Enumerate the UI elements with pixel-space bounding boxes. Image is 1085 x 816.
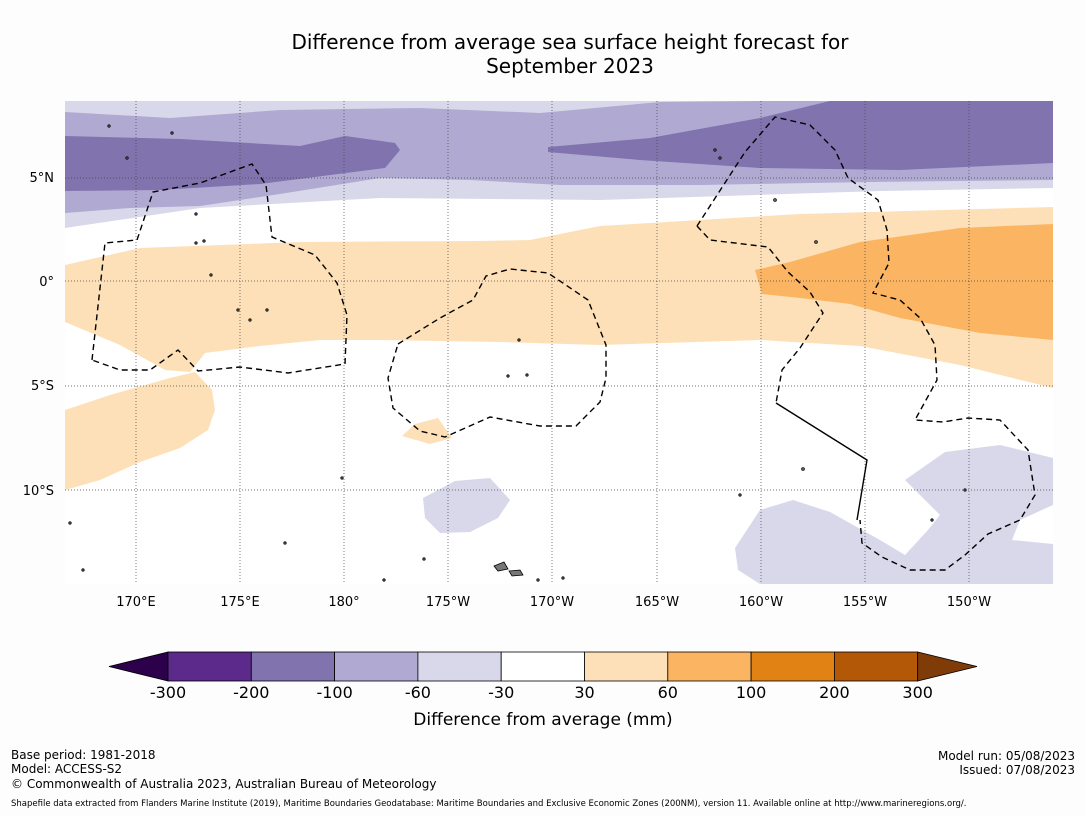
model-run: Model run: 05/08/2023 — [937, 749, 1075, 763]
island-dot — [236, 308, 240, 312]
colorbar-tick-label: 100 — [736, 683, 767, 702]
island-dot — [194, 241, 198, 245]
colorbar: -300 -200 -100 -60 -30 30 60 100 200 300 — [108, 651, 978, 702]
colorbar-tick-label: -30 — [488, 683, 514, 702]
lat-label-0: 0° — [39, 275, 54, 290]
patch-pos-weak-southwest — [65, 372, 215, 490]
island-dot — [525, 373, 529, 377]
issued-date: Issued: 07/08/2023 — [959, 763, 1075, 777]
chart-title: Difference from average sea surface heig… — [0, 30, 1085, 78]
island-dot — [773, 198, 777, 202]
island-dot — [536, 578, 540, 582]
island-dot — [801, 467, 805, 471]
colorbar-tick-label: -60 — [405, 683, 431, 702]
longitude-labels: 170°E 175°E 180° 175°W 170°W 165°W 160°W… — [116, 595, 991, 610]
island-dot — [517, 338, 521, 342]
island-dot — [930, 518, 934, 522]
island-dot — [202, 239, 206, 243]
meta-right: Model run: 05/08/2023 Issued: 07/08/2023 — [938, 749, 1075, 777]
island-dot — [170, 131, 174, 135]
island-savaii — [508, 569, 524, 577]
lon-label-150w: 150°W — [947, 595, 991, 610]
island-dot — [382, 578, 386, 582]
graticule — [65, 101, 1053, 584]
band-neg-strong-north — [65, 136, 400, 191]
latitude-labels: 5°N 0° 5°S 10°S — [23, 171, 54, 499]
chart-title-line2: September 2023 — [486, 54, 654, 78]
eez-boundary-east-inner — [696, 225, 824, 404]
lon-label-170e: 170°E — [116, 595, 156, 610]
colorbar-title: Difference from average (mm) — [413, 710, 672, 730]
base-period: Base period: 1981-2018 — [11, 748, 156, 762]
lon-label-160w: 160°W — [739, 595, 783, 610]
lon-label-175e: 175°E — [220, 595, 260, 610]
lon-label-170w: 170°W — [530, 595, 574, 610]
colorbar-segment — [584, 651, 669, 682]
lon-label-155w: 155°W — [843, 595, 887, 610]
island-dot — [718, 156, 722, 160]
eez-boundary-east — [696, 116, 1036, 571]
lat-label-5n: 5°N — [30, 171, 55, 186]
lon-label-180: 180° — [328, 595, 359, 610]
eez-boundary-west — [91, 163, 348, 374]
island-dot — [265, 308, 269, 312]
colorbar-tick-label: 30 — [574, 683, 594, 702]
island-dot — [107, 124, 111, 128]
colorbar-segment — [250, 651, 336, 682]
island-dot — [283, 541, 287, 545]
eez-boundaries — [91, 116, 1036, 571]
colorbar-segment — [750, 651, 835, 682]
meta-left: Base period: 1981-2018 Model: ACCESS-S2 — [11, 748, 156, 776]
model-name: Model: ACCESS-S2 — [11, 762, 123, 776]
island-dot — [738, 493, 742, 497]
lon-label-175w: 175°W — [426, 595, 470, 610]
island-dot — [68, 521, 72, 525]
copyright: © Commonwealth of Australia 2023, Austra… — [11, 777, 437, 791]
band-pos-mid-east — [755, 224, 1053, 340]
colorbar-segment — [667, 651, 752, 682]
islands — [68, 124, 967, 582]
colorbar-segment — [417, 651, 502, 682]
lat-label-5s: 5°S — [31, 379, 54, 394]
colorbar-tick-label: 300 — [902, 683, 933, 702]
eez-boundary-center — [387, 268, 607, 438]
maritime-boundary-solid — [775, 402, 868, 521]
island-dot — [814, 240, 818, 244]
colorbar-extend-high — [917, 651, 978, 682]
island-dot — [81, 568, 85, 572]
island-dot — [248, 318, 252, 322]
colorbar-segment — [500, 651, 585, 682]
colorbar-extend-low — [108, 651, 169, 682]
colorbar-tick-label: -300 — [150, 683, 186, 702]
island-dot — [561, 576, 565, 580]
colorbar-tick-label: 200 — [819, 683, 850, 702]
island-dot — [340, 476, 344, 480]
island-dot — [209, 273, 213, 277]
island-dot — [713, 148, 717, 152]
island-dot — [422, 557, 426, 561]
shapefile-credit: Shapefile data extracted from Flanders M… — [11, 799, 967, 809]
island-upolu — [493, 561, 509, 572]
island-dot — [963, 488, 967, 492]
island-dot — [194, 212, 198, 216]
patch-neg-weak-south-center — [423, 478, 510, 533]
anomaly-fields — [65, 101, 1053, 584]
chart-title-line1: Difference from average sea surface heig… — [291, 30, 849, 54]
colorbar-segment — [834, 651, 919, 682]
colorbar-tick-label: -200 — [233, 683, 269, 702]
colorbar-tick-label: -100 — [316, 683, 352, 702]
lon-label-165w: 165°W — [635, 595, 679, 610]
patch-neg-weak-southeast — [735, 445, 1053, 584]
colorbar-tick-label: 60 — [658, 683, 678, 702]
band-neg-strong-northeast — [548, 101, 1053, 170]
island-dot — [506, 374, 510, 378]
patch-pos-weak-small — [402, 418, 452, 444]
colorbar-segment — [334, 651, 419, 682]
island-dot — [125, 156, 129, 160]
lat-label-10s: 10°S — [23, 484, 54, 499]
colorbar-segment — [167, 651, 252, 682]
band-pos-weak-equator — [65, 207, 1053, 388]
